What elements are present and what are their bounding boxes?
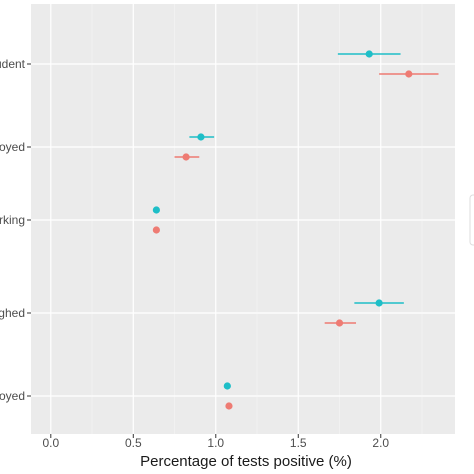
data-point — [197, 133, 205, 141]
data-point — [223, 382, 231, 390]
x-tick-label: 1.0 — [207, 436, 224, 450]
x-tick-label: 1.5 — [290, 436, 307, 450]
x-axis-title: Percentage of tests positive (%) — [140, 453, 352, 470]
x-tick-label: 2.0 — [372, 436, 389, 450]
y-axis: udent oyed rking ghed oyed — [0, 57, 31, 403]
y-tick-label: oyed — [0, 389, 25, 403]
data-point — [152, 206, 160, 214]
x-tick-label: 0.0 — [42, 436, 59, 450]
y-tick-label: oyed — [0, 140, 25, 154]
x-axis: 0.0 0.5 1.0 1.5 2.0 — [42, 434, 389, 450]
data-marks — [152, 50, 439, 410]
data-point — [365, 50, 373, 58]
grid-lines — [31, 4, 455, 434]
data-point — [335, 319, 344, 327]
data-point — [405, 70, 413, 78]
y-tick-label: ghed — [0, 306, 25, 320]
plot-panel — [31, 4, 455, 434]
y-tick-label: rking — [0, 213, 25, 227]
x-tick-label: 0.5 — [125, 436, 142, 450]
data-point — [375, 299, 383, 307]
y-tick-label: udent — [0, 57, 26, 71]
data-point — [225, 402, 233, 410]
legend-key-partial — [469, 194, 474, 246]
data-point — [182, 153, 190, 161]
data-point — [152, 226, 160, 234]
